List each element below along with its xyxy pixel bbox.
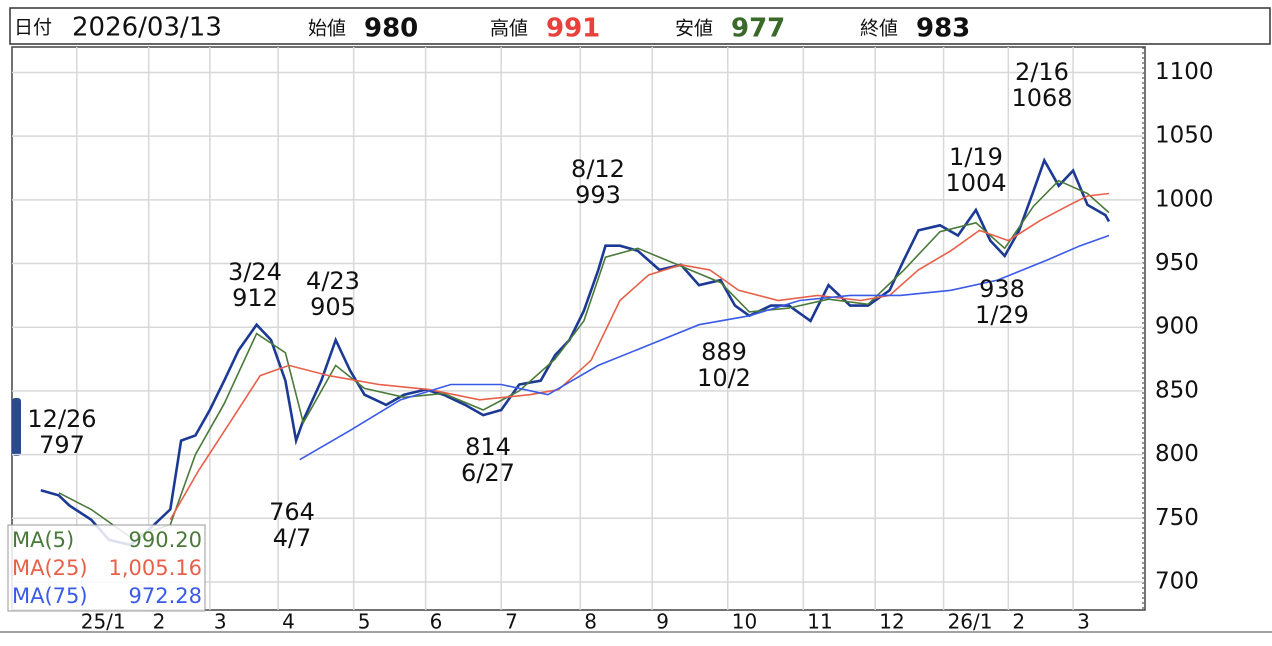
price-line <box>40 157 1111 547</box>
high: 991 <box>546 14 600 44</box>
annotation-date: 2/16 <box>1015 58 1069 86</box>
date-label: 日付 <box>14 17 52 39</box>
x-tick-label: 7 <box>505 610 518 634</box>
x-tick-label: 26/1 <box>948 610 993 634</box>
legend-box <box>7 524 206 612</box>
annotation-date: 1/19 <box>949 143 1003 171</box>
annotation-value: 1068 <box>1011 84 1072 112</box>
annotation-date: 1/29 <box>975 301 1029 329</box>
open-label: 始値 <box>308 18 346 40</box>
low-label: 安値 <box>675 18 713 40</box>
x-tick-label: 6 <box>430 610 443 634</box>
y-tick-label: 800 <box>1155 441 1199 467</box>
y-tick-label: 1000 <box>1155 186 1214 212</box>
side-tab[interactable] <box>12 398 21 456</box>
legend-value: 972.28 <box>129 584 202 608</box>
x-tick-label: 9 <box>656 610 669 634</box>
annotation-date: 8/12 <box>571 155 625 183</box>
x-tick-label: 4 <box>282 610 295 634</box>
y-tick-label: 900 <box>1155 314 1199 340</box>
x-tick-label: 3 <box>1077 610 1090 634</box>
annotation-value: 993 <box>575 181 621 209</box>
y-tick-label: 1050 <box>1155 123 1214 149</box>
annotation-value: 1004 <box>945 169 1006 197</box>
legend-entry: MA(5) <box>12 528 74 552</box>
legend-value: 990.20 <box>129 528 202 552</box>
y-tick-label: 950 <box>1155 250 1199 276</box>
annotation-date: 4/7 <box>273 524 312 552</box>
annotation-value: 905 <box>310 293 356 321</box>
annotation-value: 764 <box>269 498 315 526</box>
ma-line <box>299 234 1110 461</box>
y-tick-label: 850 <box>1155 377 1199 403</box>
y-tick-label: 750 <box>1155 505 1199 531</box>
legend: MA(5) 990.20 MA(25) 1,005.16 MA(75) 972.28 <box>7 524 206 612</box>
close-label: 終値 <box>860 18 898 40</box>
open: 980 <box>364 14 418 44</box>
x-tick-label: 2 <box>153 610 166 634</box>
x-tick-label: 12 <box>879 610 904 634</box>
annotation-date: 10/2 <box>697 364 751 392</box>
annotation-date: 3/24 <box>228 258 282 286</box>
annotation-date: 6/27 <box>461 459 515 487</box>
annotation-value: 912 <box>232 284 278 312</box>
legend-entry: MA(75) <box>12 584 88 608</box>
x-tick-label: 5 <box>358 610 371 634</box>
plot-area: 700 750 800 850 900 950 1000 1050 1100 25/1 2 3 4 5 6 7… <box>12 47 1214 634</box>
high-label: 高値 <box>490 18 528 40</box>
x-tick-label: 11 <box>807 610 832 634</box>
annotation-value: 938 <box>979 275 1025 303</box>
annotation-value: 797 <box>39 431 85 459</box>
header-bar <box>9 7 1271 45</box>
y-tick-label: 1100 <box>1155 59 1214 85</box>
date: 2026/03/13 <box>72 13 222 43</box>
legend-value: 1,005.16 <box>108 556 202 580</box>
annotation-date: 12/26 <box>27 405 96 433</box>
annotation-value: 889 <box>701 338 747 366</box>
ma-line <box>58 179 1110 539</box>
x-tick-label: 25/1 <box>81 610 126 634</box>
annotation-value: 814 <box>465 433 511 461</box>
x-tick-label: 3 <box>214 610 227 634</box>
x-tick-label: 8 <box>584 610 597 634</box>
low: 977 <box>731 14 785 44</box>
x-tick-label: 2 <box>1012 610 1025 634</box>
close: 983 <box>916 14 970 44</box>
legend-entry: MA(25) <box>12 556 88 580</box>
annotation-date: 4/23 <box>306 267 360 295</box>
ma-line <box>169 192 1110 521</box>
x-tick-label: 10 <box>732 610 757 634</box>
plot-border <box>11 46 1146 611</box>
y-tick-label: 700 <box>1155 568 1199 594</box>
